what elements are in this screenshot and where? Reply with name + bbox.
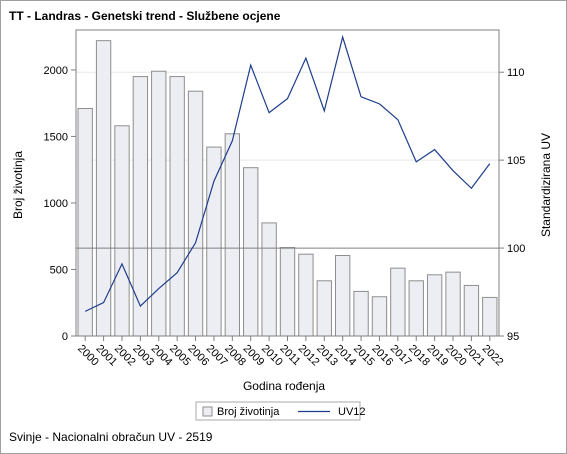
bar-2021	[463, 284, 480, 337]
footer-note: Svinje - Nacionalni obračun UV - 2519	[9, 430, 213, 444]
legend-label-line: UV12	[338, 406, 366, 418]
bar-2004	[151, 70, 167, 337]
bar-2013	[316, 280, 332, 337]
chart-title: TT - Landras - Genetski trend - Službene…	[9, 9, 281, 23]
bar-2020	[445, 271, 461, 337]
right-axis: 95 100 105 110	[499, 67, 525, 343]
bar-2000	[77, 108, 93, 337]
bar-2018	[408, 280, 424, 337]
bar-2015	[353, 290, 369, 337]
y-axis-left-label: Broj životinja	[11, 151, 25, 219]
bar-2010	[261, 222, 277, 337]
legend-swatch-bars	[202, 406, 213, 417]
bar-2012	[298, 253, 314, 337]
left-tick-label: 1500	[44, 131, 68, 143]
y-axis-right-label: Standardizirana UV	[539, 133, 553, 237]
right-tick-label: 95	[507, 331, 519, 343]
left-axis: 0 500 1000 1500 2000	[44, 65, 76, 343]
right-tick-label: 110	[507, 67, 525, 79]
bar-2005	[169, 76, 185, 337]
bar-2016	[371, 296, 388, 337]
legend-label-bars: Broj životinja	[217, 406, 280, 418]
bar-2022	[482, 296, 498, 337]
left-tick-label: 1000	[44, 198, 68, 210]
legend: Broj životinja UV12	[195, 401, 366, 421]
bar-2007	[206, 146, 222, 337]
bar-2009	[243, 167, 259, 337]
right-tick-label: 100	[507, 243, 525, 255]
left-tick-label: 2000	[44, 65, 68, 77]
bar-2017	[390, 267, 406, 337]
bars	[77, 40, 498, 337]
bar-2019	[426, 274, 443, 337]
bar-2002	[114, 125, 130, 337]
x-axis: 2000200120022003200420052006200720082009…	[75, 336, 505, 368]
legend-box	[195, 401, 361, 421]
x-axis-label: Godina rođenja	[243, 379, 325, 393]
bar-2008	[224, 133, 240, 337]
right-tick-label: 105	[507, 155, 525, 167]
uv12-line	[84, 34, 491, 312]
bar-2006	[187, 90, 204, 337]
bar-2011	[279, 247, 296, 337]
left-tick-label: 500	[50, 264, 68, 276]
bar-2003	[132, 76, 149, 337]
bar-2014	[335, 255, 351, 337]
left-tick-label: 0	[62, 331, 68, 343]
